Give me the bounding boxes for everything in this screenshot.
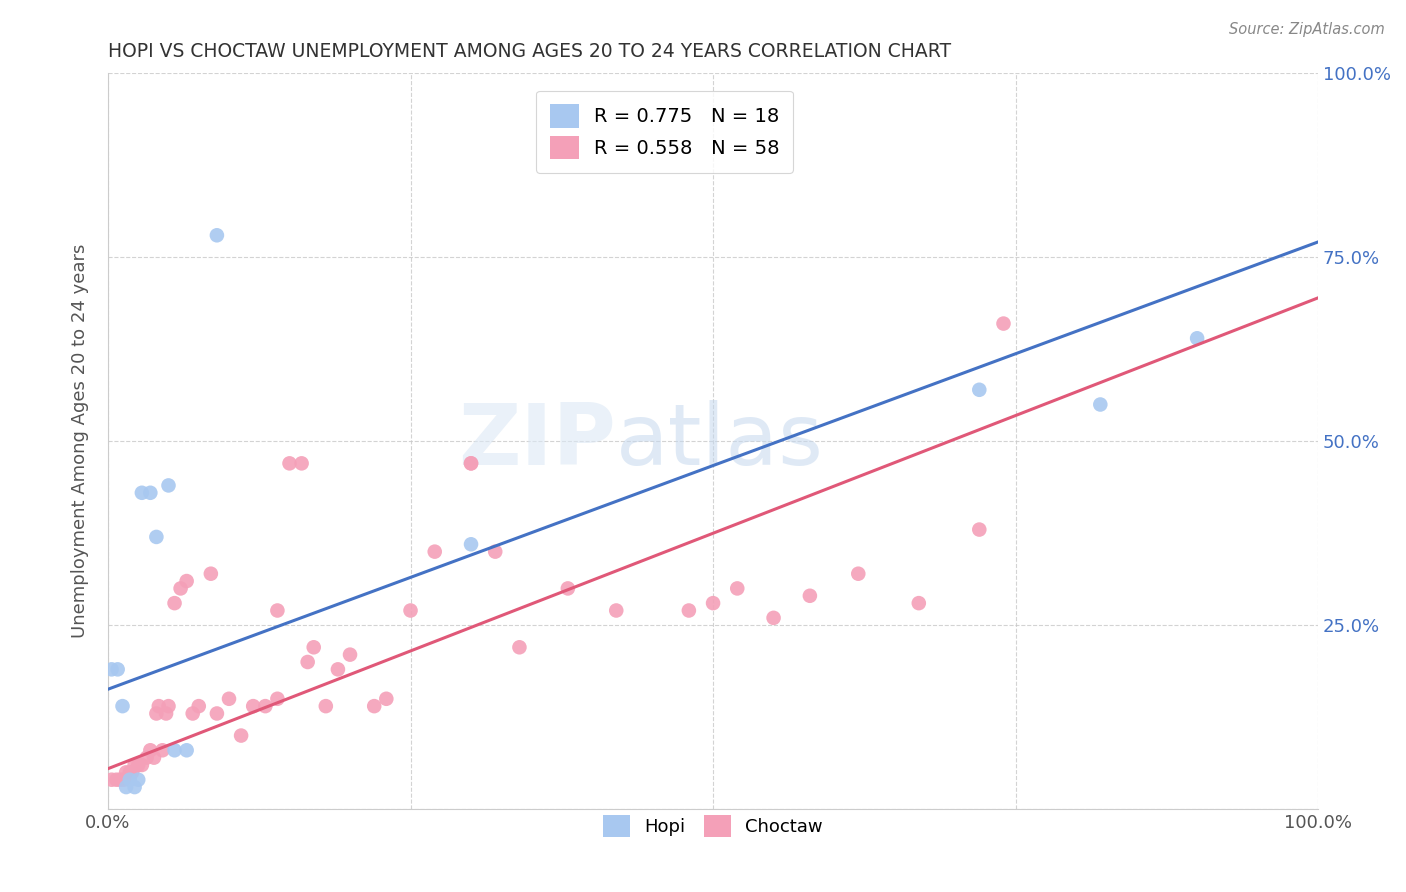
Point [278, 456, 301, 470]
Point [326, 662, 349, 676]
Point [163, 596, 186, 610]
Point [105, 772, 128, 787]
Y-axis label: Unemployment Among Ages 20 to 24 years: Unemployment Among Ages 20 to 24 years [72, 244, 89, 639]
Point [124, 780, 146, 794]
Point [139, 743, 162, 757]
Point [339, 648, 361, 662]
Point [266, 603, 288, 617]
Point [145, 706, 167, 721]
Point [118, 772, 141, 787]
Point [846, 566, 869, 581]
Point [297, 655, 319, 669]
Point [143, 750, 166, 764]
Point [127, 758, 149, 772]
Point [187, 699, 209, 714]
Point [799, 589, 821, 603]
Point [291, 456, 314, 470]
Point [152, 743, 174, 757]
Point [157, 699, 180, 714]
Point [139, 485, 162, 500]
Text: HOPI VS CHOCTAW UNEMPLOYMENT AMONG AGES 20 TO 24 YEARS CORRELATION CHART: HOPI VS CHOCTAW UNEMPLOYMENT AMONG AGES … [108, 42, 950, 61]
Point [460, 537, 482, 551]
Point [242, 699, 264, 714]
Point [205, 228, 228, 243]
Point [702, 596, 724, 610]
Point [111, 699, 134, 714]
Point [155, 706, 177, 721]
Point [375, 691, 398, 706]
Point [1090, 397, 1112, 411]
Point [176, 574, 198, 588]
Point [1308, 52, 1330, 66]
Point [115, 765, 138, 780]
Text: atlas: atlas [616, 400, 824, 483]
Point [131, 485, 153, 500]
Point [460, 456, 482, 470]
Text: ZIP: ZIP [458, 400, 616, 483]
Point [762, 611, 785, 625]
Point [176, 743, 198, 757]
Point [302, 640, 325, 655]
Point [315, 699, 337, 714]
Point [460, 456, 482, 470]
Point [100, 662, 122, 676]
Point [108, 772, 131, 787]
Point [969, 383, 991, 397]
Point [557, 582, 579, 596]
Point [678, 603, 700, 617]
Point [118, 765, 141, 780]
Point [508, 640, 530, 655]
Point [127, 772, 149, 787]
Point [229, 729, 252, 743]
Point [135, 750, 157, 764]
Point [121, 765, 143, 780]
Point [148, 699, 170, 714]
Point [112, 772, 135, 787]
Point [1185, 331, 1208, 345]
Point [423, 544, 446, 558]
Point [993, 317, 1015, 331]
Point [124, 758, 146, 772]
Point [163, 743, 186, 757]
Legend: Hopi, Choctaw: Hopi, Choctaw [596, 808, 830, 844]
Point [107, 662, 129, 676]
Point [131, 758, 153, 772]
Point [145, 530, 167, 544]
Point [399, 603, 422, 617]
Point [266, 691, 288, 706]
Point [169, 582, 191, 596]
Point [363, 699, 385, 714]
Point [605, 603, 627, 617]
Point [484, 544, 506, 558]
Point [181, 706, 204, 721]
Point [205, 706, 228, 721]
Point [100, 772, 122, 787]
Point [969, 523, 991, 537]
Point [157, 478, 180, 492]
Text: Source: ZipAtlas.com: Source: ZipAtlas.com [1229, 22, 1385, 37]
Point [200, 566, 222, 581]
Point [254, 699, 277, 714]
Point [907, 596, 929, 610]
Point [725, 582, 748, 596]
Point [218, 691, 240, 706]
Point [115, 780, 138, 794]
